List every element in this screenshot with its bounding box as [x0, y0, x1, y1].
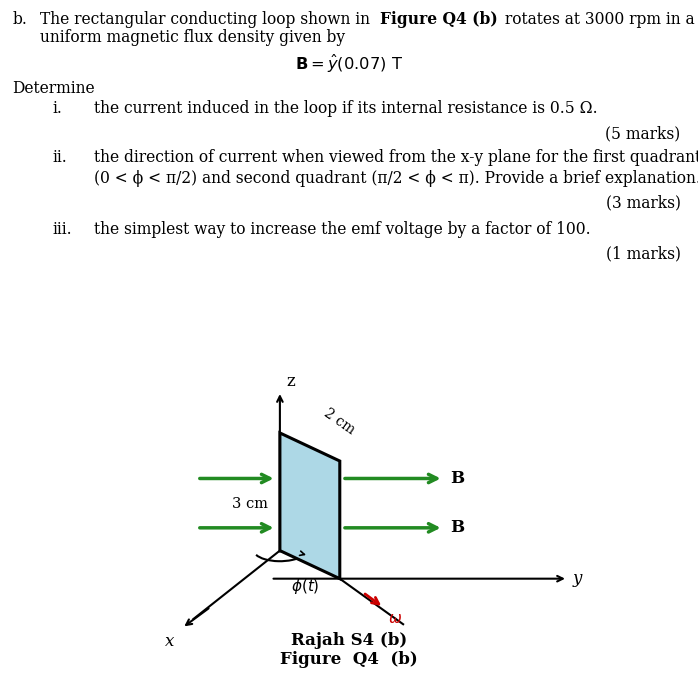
Text: y: y — [572, 570, 582, 587]
Text: Figure  Q4  (b): Figure Q4 (b) — [280, 651, 418, 668]
Text: $\phi(t)$: $\phi(t)$ — [292, 577, 320, 596]
Text: (5 marks): (5 marks) — [605, 125, 681, 142]
Text: B: B — [450, 519, 464, 536]
Text: 3 cm: 3 cm — [232, 497, 268, 510]
Text: iii.: iii. — [52, 221, 72, 238]
Polygon shape — [280, 433, 340, 579]
Text: i.: i. — [52, 100, 62, 117]
Text: (0 < ϕ < π/2) and second quadrant (π/2 < ϕ < π). Provide a brief explanation.: (0 < ϕ < π/2) and second quadrant (π/2 <… — [94, 170, 698, 187]
Text: the current induced in the loop if its internal resistance is 0.5 Ω.: the current induced in the loop if its i… — [94, 100, 598, 117]
Text: Figure Q4 (b): Figure Q4 (b) — [380, 11, 498, 28]
Text: Rajah S4 (b): Rajah S4 (b) — [291, 632, 407, 649]
Text: b.: b. — [13, 11, 27, 28]
Text: (3 marks): (3 marks) — [606, 195, 681, 212]
Text: the direction of current when viewed from the x-y plane for the first quadrant: the direction of current when viewed fro… — [94, 149, 698, 166]
Text: The rectangular conducting loop shown in: The rectangular conducting loop shown in — [40, 11, 375, 28]
Text: B: B — [450, 470, 464, 487]
Text: x: x — [165, 632, 174, 649]
Text: ii.: ii. — [52, 149, 67, 166]
Text: Determine: Determine — [13, 80, 95, 97]
Text: $\mathbf{B} = \hat{y}(0.07)\ \mathrm{T}$: $\mathbf{B} = \hat{y}(0.07)\ \mathrm{T}$ — [295, 53, 403, 75]
Text: rotates at 3000 rpm in a: rotates at 3000 rpm in a — [500, 11, 695, 28]
Text: the simplest way to increase the emf voltage by a factor of 100.: the simplest way to increase the emf vol… — [94, 221, 591, 238]
Text: (1 marks): (1 marks) — [606, 245, 681, 262]
Text: z: z — [287, 373, 295, 390]
Text: 2 cm: 2 cm — [321, 406, 357, 437]
Text: $\omega$: $\omega$ — [388, 612, 402, 626]
Text: uniform magnetic flux density given by: uniform magnetic flux density given by — [40, 29, 345, 46]
